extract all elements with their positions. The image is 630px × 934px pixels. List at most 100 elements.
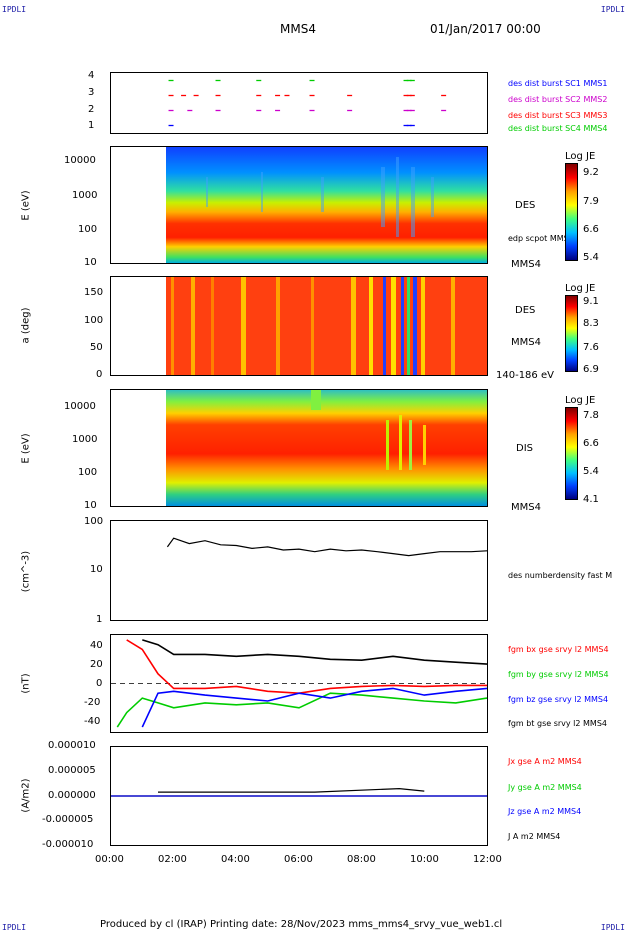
des-pitch-ytick-150: 150 [84, 287, 104, 298]
des-pitch-sc-label: MMS4 [511, 337, 541, 348]
fgm-by-line [116, 692, 487, 728]
current-ytick-3: 0.000000 [48, 790, 96, 801]
current-ytick-2: 0.000005 [48, 765, 96, 776]
date-title: 01/Jan/2017 00:00 [430, 22, 541, 36]
current-plot [111, 787, 487, 797]
des-energy-cbar-tick-3: 6.6 [583, 224, 599, 235]
current-panel [110, 746, 488, 846]
burst-ytick-3: 3 [88, 87, 95, 98]
des-pitch-ytick-50: 50 [90, 342, 103, 353]
current-ytick-4: -0.000005 [42, 814, 94, 825]
burst-ytick-4: 4 [88, 70, 95, 81]
xtick-1200: 12:00 [473, 854, 502, 865]
density-legend: des numberdensity fast M [508, 571, 613, 580]
fgm-bx-line [126, 639, 487, 695]
des-energy-cbar-tick-4: 5.4 [583, 252, 599, 263]
xtick-1000: 10:00 [410, 854, 439, 865]
des-pitch-ylabel: a (deg) [20, 307, 32, 344]
xtick-0600: 06:00 [284, 854, 313, 865]
des-energy-overlay-label: edp scpot MMS4 [508, 234, 574, 243]
current-legend-jx: Jx gse A m2 MMS4 [508, 757, 582, 766]
burst-ytick-1: 1 [88, 120, 95, 131]
current-legend-j: J A m2 MMS4 [508, 832, 561, 841]
fgm-legend-bz: fgm bz gse srvy l2 MMS4 [508, 695, 609, 704]
des-energy-spectrogram [166, 147, 487, 263]
dis-energy-ytick-10000: 10000 [64, 401, 96, 412]
des-energy-colorbar [565, 163, 578, 261]
fgm-legend-by: fgm by gse srvy l2 MMS4 [508, 670, 609, 679]
density-ylabel: (cm^-3) [20, 550, 32, 593]
des-energy-ytick-1000: 1000 [72, 190, 98, 201]
des-energy-sc-label: MMS4 [511, 259, 541, 270]
burst-legend-mms1: des dist burst SC1 MMS1 [508, 79, 608, 88]
fgm-ytick-40: 40 [90, 640, 103, 651]
des-pitch-spectrogram [166, 277, 487, 375]
des-pitch-energy-range: 140-186 eV [496, 370, 554, 381]
des-energy-instrument-label: DES [515, 200, 536, 211]
burst-legend-mms2: des dist burst SC2 MMS2 [508, 95, 608, 104]
dis-energy-ylabel: E (eV) [20, 433, 32, 464]
dis-energy-cbar-tick-4: 4.1 [583, 494, 599, 505]
burst-plot [168, 79, 447, 127]
current-ylabel: (A/m2) [20, 778, 32, 813]
density-ytick-100: 100 [84, 516, 104, 527]
des-energy-streaks [206, 157, 434, 237]
spacecraft-title: MMS4 [280, 22, 316, 36]
des-pitch-instrument-label: DES [515, 305, 536, 316]
des-pitch-cbar-title: Log JE [565, 283, 596, 294]
burst-legend-mms3: des dist burst SC3 MMS3 [508, 111, 608, 120]
corner-tag-bl: IPDLI [2, 923, 27, 932]
fgm-legend-bt: fgm bt gse srvy l2 MMS4 [508, 719, 607, 728]
des-pitch-cbar-tick-4: 6.9 [583, 364, 599, 375]
dis-energy-ytick-100: 100 [78, 467, 98, 478]
fgm-plot [111, 639, 487, 728]
des-pitch-fill [166, 277, 487, 375]
corner-tag-tl: IPDLI [2, 5, 27, 14]
xtick-0200: 02:00 [158, 854, 187, 865]
des-pitch-panel [110, 276, 488, 376]
fgm-bt-line [142, 639, 487, 665]
burst-legend-mms4: des dist burst SC4 MMS4 [508, 124, 608, 133]
dis-energy-fill [166, 390, 487, 506]
fgm-ytick-0: 0 [96, 678, 103, 689]
corner-tag-tr: IPDLI [600, 5, 625, 14]
des-energy-ytick-100: 100 [78, 224, 98, 235]
dis-energy-cbar-tick-1: 7.8 [583, 410, 599, 421]
current-ytick-5: -0.000010 [42, 839, 94, 850]
fgm-ytick-minus20: -20 [84, 697, 101, 708]
current-j-line [158, 787, 425, 793]
density-plot [166, 537, 487, 557]
des-energy-fill [166, 147, 487, 263]
dis-energy-ytick-10: 10 [84, 500, 97, 511]
burst-panel [110, 72, 488, 134]
dis-energy-instrument-label: DIS [516, 443, 533, 454]
fgm-ytick-minus40: -40 [84, 716, 101, 727]
fgm-ytick-20: 20 [90, 659, 103, 670]
xtick-0800: 08:00 [347, 854, 376, 865]
des-pitch-cbar-tick-2: 8.3 [583, 318, 599, 329]
des-energy-ylabel: E (eV) [20, 190, 32, 221]
dis-energy-spectrogram [166, 390, 487, 506]
density-ytick-1: 1 [96, 614, 103, 625]
des-energy-ytick-10000: 10000 [64, 155, 96, 166]
burst-ytick-2: 2 [88, 104, 95, 115]
dis-energy-cbar-tick-3: 5.4 [583, 466, 599, 477]
des-pitch-colorbar [565, 295, 578, 372]
corner-tag-br: IPDLI [600, 923, 625, 932]
current-legend-jy: Jy gse A m2 MMS4 [508, 783, 582, 792]
des-energy-ytick-10: 10 [84, 257, 97, 268]
des-pitch-cbar-tick-3: 7.6 [583, 342, 599, 353]
fgm-legend-bx: fgm bx gse srvy l2 MMS4 [508, 645, 609, 654]
xtick-0000: 00:00 [95, 854, 124, 865]
des-pitch-cbar-tick-1: 9.1 [583, 296, 599, 307]
dis-energy-panel [110, 389, 488, 507]
des-energy-cbar-title: Log JE [565, 151, 596, 162]
dis-energy-cbar-tick-2: 6.6 [583, 438, 599, 449]
current-legend-jz: Jz gse A m2 MMS4 [508, 807, 582, 816]
des-energy-cbar-tick-1: 9.2 [583, 167, 599, 178]
fgm-panel [110, 634, 488, 733]
xtick-0400: 04:00 [221, 854, 250, 865]
density-series-line [166, 537, 487, 557]
dis-energy-sc-label: MMS4 [511, 502, 541, 513]
des-pitch-ytick-100: 100 [84, 315, 104, 326]
